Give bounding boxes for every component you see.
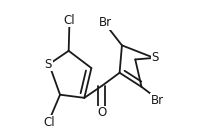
Text: Br: Br [151,94,164,107]
Text: Br: Br [99,16,112,29]
Text: Cl: Cl [64,14,75,27]
Text: O: O [97,106,106,119]
Text: S: S [151,51,159,64]
Text: Cl: Cl [43,116,55,129]
Text: S: S [45,58,52,71]
